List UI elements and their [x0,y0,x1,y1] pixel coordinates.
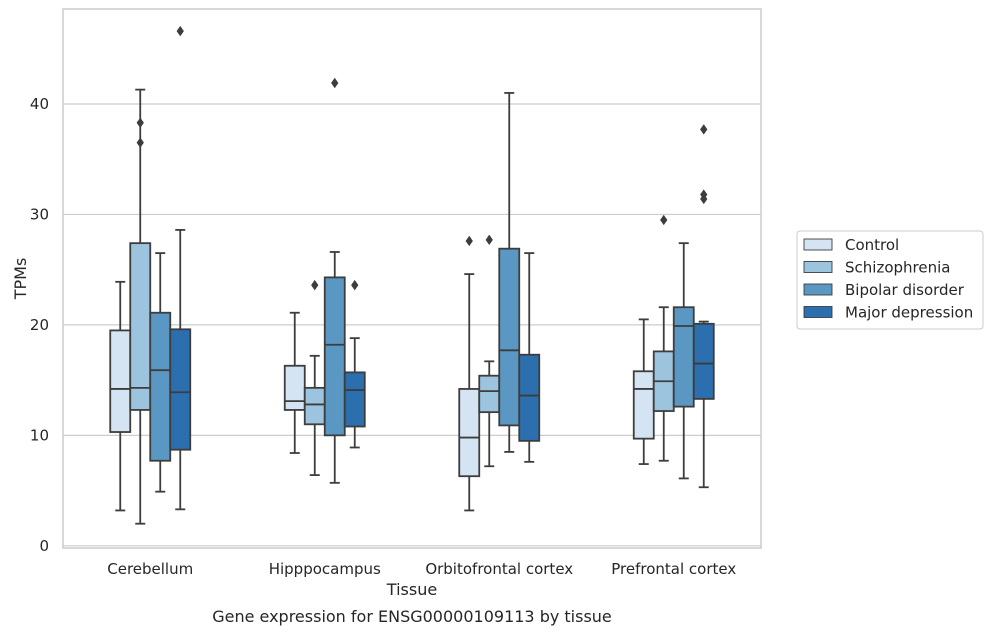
box-group [692,124,715,489]
outlier-marker [176,25,184,37]
outlier-marker [311,279,319,291]
box-group [518,252,541,463]
box [283,364,306,411]
box-group [458,235,481,512]
box-group [303,279,326,477]
box [149,311,172,462]
box [169,328,192,451]
legend: Control Schizophrenia Bipolar disorder Majo… [796,230,984,330]
chart-caption: Gene expression for ENSG00000109113 by t… [212,607,612,626]
box [323,276,346,437]
y-tick-label: 40 [30,95,49,113]
legend-label: Bipolar disorder [845,281,965,299]
box-group [283,311,306,454]
y-tick-label: 20 [30,316,49,334]
box-group [323,77,346,484]
box-group [672,242,695,480]
legend-label: Schizophrenia [845,259,950,277]
box [692,322,715,400]
x-axis-label: Tissue [386,580,437,599]
box [343,371,366,428]
legend-swatch [803,238,833,251]
legend-label: Control [845,236,899,254]
outlier-marker [465,235,473,247]
x-tick-label: Prefrontal cortex [611,560,736,578]
boxes [109,25,715,525]
outlier-marker [700,124,708,135]
box [109,329,132,433]
y-tick-labels: 0 10 20 30 40 [30,95,49,555]
legend-label: Major depression [845,304,973,322]
legend-frame [796,230,984,330]
box-group [343,279,366,449]
box-group [478,234,501,468]
box-group [149,252,172,493]
box [303,386,326,426]
box [518,353,541,442]
box-group [498,92,521,453]
outlier-marker [660,214,668,226]
box [632,370,655,440]
y-tick-label: 30 [30,205,49,223]
box [672,306,695,408]
outlier-marker [351,279,359,291]
legend-swatch [803,306,833,318]
legend-swatch [803,283,833,296]
box-group [652,214,675,462]
outlier-marker [331,77,339,89]
box-group [109,280,132,512]
outlier-marker [485,234,493,246]
y-tick-label: 10 [30,426,49,444]
box [478,374,501,414]
box-group [129,88,152,525]
y-tick-label: 0 [39,537,49,555]
y-axis-label: TPMs [11,258,30,301]
x-tick-label: Orbitofrontal cortex [425,560,573,578]
plot-frame [62,8,762,549]
outlier-marker [136,137,144,148]
x-tick-labels: Cerebellum Hipppocampus Orbitofrontal cort… [107,560,736,578]
legend-swatch [803,261,833,273]
box [458,388,481,478]
box-group [169,25,192,511]
x-tick-label: Cerebellum [107,560,193,578]
outlier-marker [700,193,708,205]
box [498,247,521,427]
box-group [632,318,655,465]
x-tick-label: Hipppocampus [269,560,381,578]
outlier-marker [136,117,144,128]
box [129,242,152,411]
